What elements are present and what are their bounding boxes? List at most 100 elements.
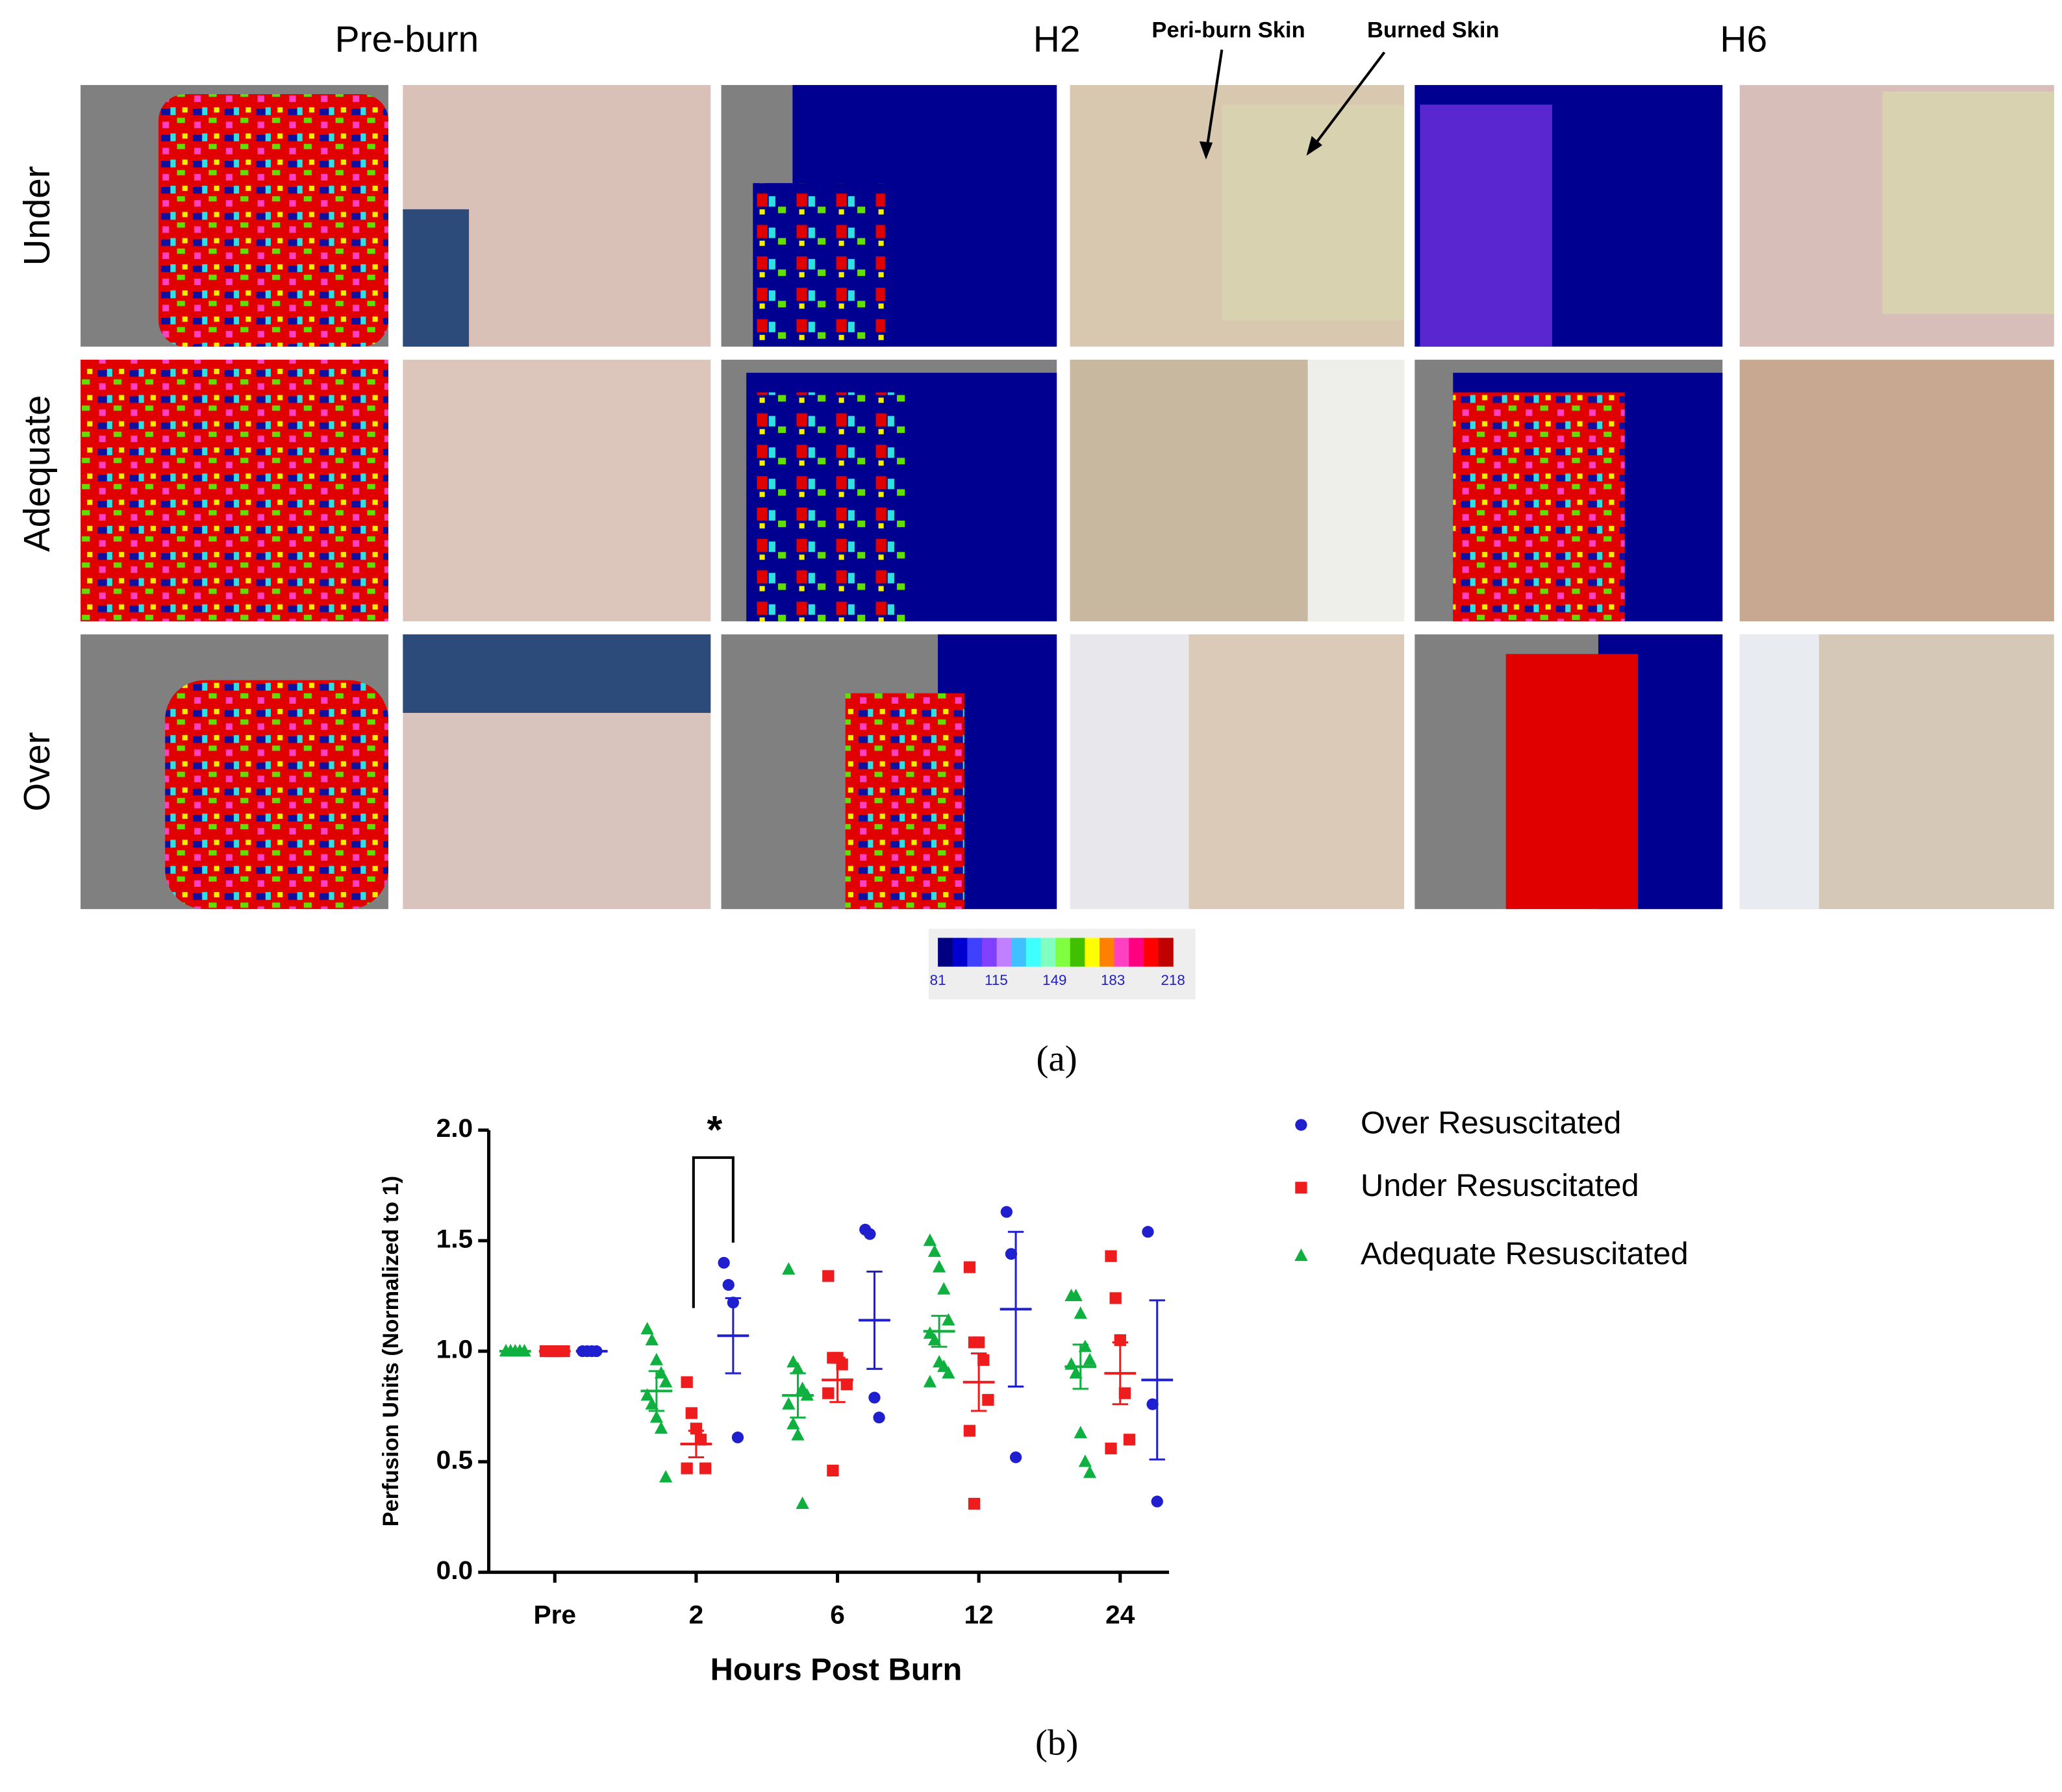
photo (403, 360, 711, 621)
point (822, 1270, 835, 1282)
point (1118, 1387, 1131, 1399)
point (982, 1393, 994, 1406)
point (937, 1282, 951, 1295)
y-axis-label: Perfusion Units (Normalized to 1) (379, 1176, 403, 1526)
colorbar-cell (1011, 938, 1027, 967)
point (654, 1366, 668, 1379)
point (1123, 1434, 1136, 1446)
x-tick-label: 12 (964, 1600, 994, 1630)
point (963, 1261, 976, 1273)
x-tick-label: 2 (689, 1600, 704, 1630)
colorbar-tick-label: 81 (930, 972, 946, 988)
point (1078, 1339, 1092, 1352)
point (1069, 1366, 1083, 1379)
caption: (a) (1037, 1038, 1077, 1079)
point (718, 1256, 730, 1269)
point (942, 1313, 955, 1326)
colorbar-tick-label: 115 (985, 972, 1008, 988)
point (1105, 1442, 1117, 1454)
colorbar-cell (981, 938, 998, 967)
point (782, 1262, 796, 1275)
point (942, 1366, 955, 1379)
column-header: H2 (1033, 19, 1081, 60)
y-tick-label: 0.5 (436, 1445, 473, 1475)
heatmap-region (165, 680, 388, 910)
row-label: Over (17, 732, 58, 812)
point (791, 1428, 805, 1441)
point (659, 1470, 673, 1483)
point (963, 1425, 976, 1437)
colorbar-cell (952, 938, 968, 967)
point (1005, 1248, 1018, 1260)
significance-bracket (692, 1156, 735, 1308)
point (685, 1407, 698, 1419)
photo-drape (403, 209, 470, 347)
point (923, 1375, 937, 1388)
point (796, 1496, 809, 1510)
point (731, 1431, 744, 1443)
legend-marker (1295, 1119, 1307, 1131)
point (840, 1378, 853, 1391)
colorbar-cell (1040, 938, 1056, 967)
point (791, 1362, 805, 1375)
legend-label: Adequate Resuscitated (1361, 1236, 1689, 1271)
colorbar-cell (938, 938, 953, 967)
arrow (1309, 51, 1386, 151)
point (968, 1497, 981, 1510)
colorbar-cell (1085, 938, 1100, 967)
point (864, 1228, 876, 1240)
x-tick-label: 6 (830, 1600, 845, 1630)
colorbar-cell (1114, 938, 1129, 967)
point (649, 1352, 664, 1365)
heatmap-region (845, 693, 964, 910)
photo-burn (1222, 105, 1405, 321)
annotation: Peri-burn Skin (1151, 18, 1305, 43)
arrow (1204, 49, 1224, 155)
point (1078, 1454, 1092, 1467)
heatmap (81, 360, 388, 621)
point (1009, 1451, 1022, 1463)
point (1083, 1352, 1097, 1365)
point (699, 1462, 712, 1475)
photo-burn (1882, 92, 2054, 314)
heatmap-region (158, 94, 388, 347)
row-label: Under (17, 166, 58, 266)
caption: (b) (1035, 1723, 1078, 1763)
point (681, 1462, 693, 1475)
point (786, 1417, 800, 1430)
point (1074, 1425, 1087, 1439)
legend-marker (1295, 1182, 1307, 1194)
colorbar-cell (1143, 938, 1159, 967)
point (645, 1332, 659, 1346)
point (640, 1321, 654, 1335)
legend-label: Over Resuscitated (1361, 1106, 1621, 1141)
point (1151, 1495, 1163, 1508)
image-grid (81, 84, 2054, 910)
y-tick-label: 1.0 (436, 1334, 473, 1364)
point (722, 1278, 735, 1291)
point (1069, 1288, 1083, 1302)
colorbar-cell (1100, 938, 1115, 967)
point (640, 1388, 654, 1401)
point (1074, 1306, 1087, 1319)
point (932, 1260, 946, 1273)
column-header: Pre-burn (335, 19, 479, 60)
colorbar-cell (1025, 938, 1042, 967)
point (923, 1233, 937, 1246)
photo-drape (403, 634, 711, 713)
point (645, 1397, 659, 1410)
point (973, 1336, 985, 1349)
colorbar-cell (967, 938, 983, 967)
point (836, 1358, 848, 1371)
x-axis-label: Hours Post Burn (710, 1652, 962, 1687)
point (822, 1387, 835, 1399)
heatmap-region (1453, 392, 1625, 621)
point (927, 1244, 942, 1257)
heatmap-region (753, 183, 885, 347)
point (694, 1434, 707, 1446)
colorbar-cell (1055, 938, 1071, 967)
y-tick-label: 0.0 (436, 1555, 473, 1585)
colorbar-cell (1129, 938, 1144, 967)
point (1105, 1250, 1117, 1262)
point (868, 1391, 881, 1404)
